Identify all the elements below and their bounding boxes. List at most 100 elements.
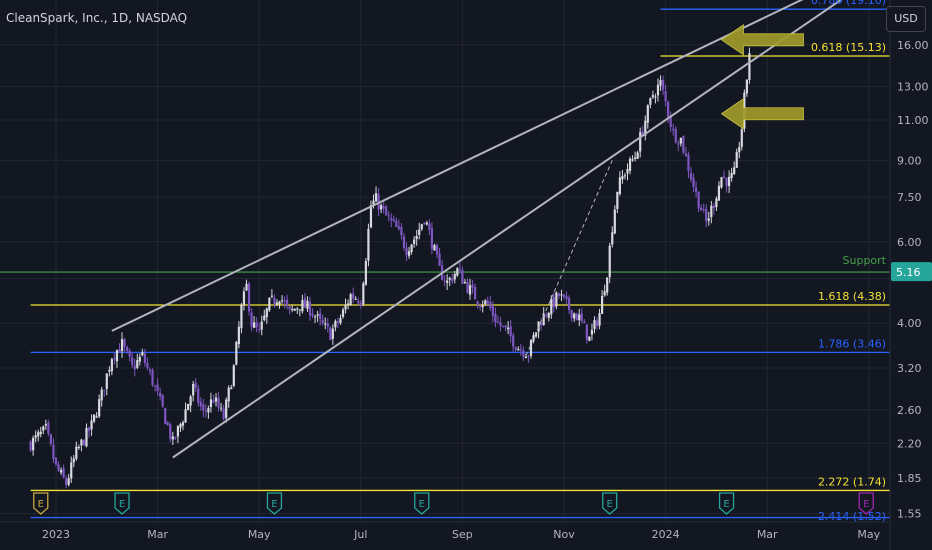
earnings-marker-label: E bbox=[419, 499, 425, 510]
candle-body bbox=[491, 306, 494, 316]
candle-body bbox=[156, 384, 159, 391]
earnings-marker: E bbox=[602, 492, 618, 515]
candle-body bbox=[433, 245, 436, 251]
price-axis-label: 16.00 bbox=[897, 39, 929, 52]
currency-button[interactable]: USD bbox=[886, 6, 926, 32]
candle-body bbox=[504, 325, 507, 328]
candle-body bbox=[85, 427, 88, 447]
candle-body bbox=[448, 277, 451, 280]
candle-body bbox=[598, 313, 601, 326]
candle-body bbox=[217, 397, 220, 408]
candle-body bbox=[677, 143, 680, 145]
candle-body bbox=[273, 297, 276, 304]
candle-body bbox=[540, 323, 543, 326]
candle-body bbox=[197, 388, 200, 403]
candle-body bbox=[392, 219, 395, 221]
candle-body bbox=[529, 340, 533, 356]
candle-body bbox=[278, 301, 281, 305]
candle-body bbox=[654, 96, 657, 98]
candle-body bbox=[357, 300, 360, 304]
candle-body bbox=[202, 404, 205, 411]
candle-body bbox=[232, 365, 235, 386]
candle-body bbox=[159, 392, 162, 397]
fib-level-label: 0.618 (15.13) bbox=[811, 41, 886, 54]
candle-body bbox=[400, 226, 403, 236]
candle-body bbox=[748, 53, 751, 81]
candle-body bbox=[466, 281, 469, 293]
candle-body bbox=[100, 389, 103, 401]
time-axis-label: 2024 bbox=[652, 528, 680, 541]
candle-body bbox=[575, 313, 578, 321]
time-axis-label: Nov bbox=[553, 528, 575, 541]
fib-level-label: 2.272 (1.74) bbox=[818, 475, 886, 488]
candle-body bbox=[725, 177, 728, 187]
price-axis-label: 11.00 bbox=[897, 114, 929, 127]
candle-body bbox=[311, 313, 314, 316]
candle-body bbox=[423, 222, 426, 224]
candle-body bbox=[164, 408, 167, 425]
candle-body bbox=[733, 167, 736, 174]
candle-body bbox=[230, 387, 233, 390]
candle-body bbox=[524, 356, 527, 359]
candle-body bbox=[171, 436, 174, 440]
candle-body bbox=[334, 320, 337, 328]
earnings-marker-shape bbox=[602, 492, 618, 515]
candle-body bbox=[225, 399, 228, 418]
candle-body bbox=[67, 478, 70, 485]
price-axis-label: 7.50 bbox=[897, 191, 922, 204]
candle-body bbox=[70, 462, 73, 479]
earnings-marker-shape bbox=[114, 492, 130, 515]
candle-body bbox=[552, 297, 555, 308]
candle-body bbox=[712, 205, 715, 209]
candle-body bbox=[481, 305, 484, 308]
candle-body bbox=[369, 205, 373, 228]
candle-body bbox=[476, 301, 479, 305]
candle-body bbox=[270, 295, 273, 297]
candle-body bbox=[359, 302, 362, 306]
candle-body bbox=[103, 389, 106, 391]
candle-body bbox=[141, 352, 144, 356]
last-price-tag bbox=[891, 262, 932, 282]
candle-body bbox=[108, 370, 111, 372]
earnings-marker: E bbox=[718, 492, 735, 515]
candle-body bbox=[700, 207, 703, 211]
candle-body bbox=[263, 315, 266, 321]
earnings-marker-label: E bbox=[863, 499, 869, 510]
candle-body bbox=[428, 223, 431, 230]
candle-body bbox=[740, 129, 743, 147]
candle-body bbox=[705, 209, 708, 222]
candle-body bbox=[280, 300, 284, 302]
candle-body bbox=[192, 383, 195, 396]
candle-body bbox=[565, 296, 568, 299]
candle-body bbox=[136, 360, 139, 368]
candle-body bbox=[186, 403, 190, 411]
candle-body bbox=[601, 295, 604, 314]
candle-body bbox=[166, 422, 169, 426]
candle-body bbox=[425, 222, 428, 225]
candle-body bbox=[339, 318, 342, 324]
candle-body bbox=[209, 399, 213, 408]
candle-body bbox=[222, 408, 225, 420]
earnings-marker-label: E bbox=[271, 499, 277, 510]
candle-body bbox=[694, 187, 698, 192]
candle-body bbox=[468, 285, 472, 295]
candle-body bbox=[42, 426, 45, 431]
candle-body bbox=[667, 101, 670, 117]
earnings-marker: E bbox=[414, 492, 430, 515]
candle-body bbox=[349, 294, 352, 305]
lower-arrow bbox=[720, 97, 804, 130]
candle-body bbox=[75, 446, 78, 459]
candle-body bbox=[54, 457, 58, 465]
candle-body bbox=[118, 349, 121, 353]
candle-body bbox=[562, 294, 566, 298]
candle-body bbox=[507, 327, 510, 330]
candle-body bbox=[651, 95, 654, 98]
candle-body bbox=[93, 414, 96, 422]
candle-body bbox=[207, 408, 210, 413]
candle-body bbox=[242, 291, 246, 306]
candle-body bbox=[735, 152, 738, 168]
candle-body bbox=[405, 247, 408, 256]
candle-body bbox=[291, 309, 294, 311]
candle-body bbox=[352, 293, 355, 299]
